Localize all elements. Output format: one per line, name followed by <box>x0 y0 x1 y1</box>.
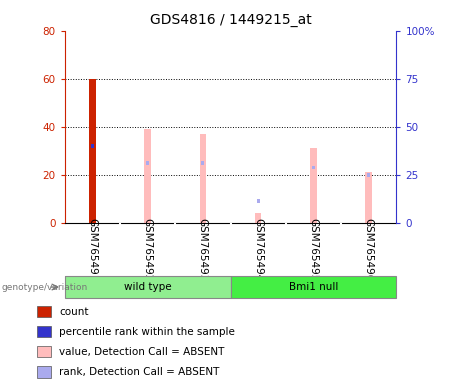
Text: percentile rank within the sample: percentile rank within the sample <box>59 327 235 337</box>
Bar <box>89 79 95 223</box>
Bar <box>230 276 396 298</box>
Text: GSM765494: GSM765494 <box>253 218 263 281</box>
Bar <box>366 172 372 223</box>
Text: genotype/variation: genotype/variation <box>1 283 88 291</box>
Bar <box>201 161 205 164</box>
Text: GSM765491: GSM765491 <box>87 218 97 281</box>
Text: value, Detection Call = ABSENT: value, Detection Call = ABSENT <box>59 347 225 357</box>
Bar <box>146 161 149 164</box>
Bar <box>256 199 260 203</box>
Text: GSM765496: GSM765496 <box>364 218 374 281</box>
Text: GSM765495: GSM765495 <box>308 218 319 281</box>
Text: wild type: wild type <box>124 282 171 292</box>
Bar <box>65 276 230 298</box>
Text: rank, Detection Call = ABSENT: rank, Detection Call = ABSENT <box>59 367 219 377</box>
Bar <box>90 144 94 148</box>
Text: Bmi1 null: Bmi1 null <box>289 282 338 292</box>
Bar <box>37 326 51 337</box>
Text: GSM765492: GSM765492 <box>142 218 153 281</box>
Bar <box>37 306 51 317</box>
Title: GDS4816 / 1449215_at: GDS4816 / 1449215_at <box>150 13 311 27</box>
Bar <box>200 134 206 223</box>
Bar <box>37 346 51 358</box>
Bar <box>310 148 317 223</box>
Text: count: count <box>59 306 89 316</box>
Text: GSM765493: GSM765493 <box>198 218 208 281</box>
Bar <box>144 129 151 223</box>
Bar <box>312 166 315 169</box>
Bar <box>367 173 371 177</box>
Bar <box>37 366 51 377</box>
Bar <box>255 213 261 223</box>
